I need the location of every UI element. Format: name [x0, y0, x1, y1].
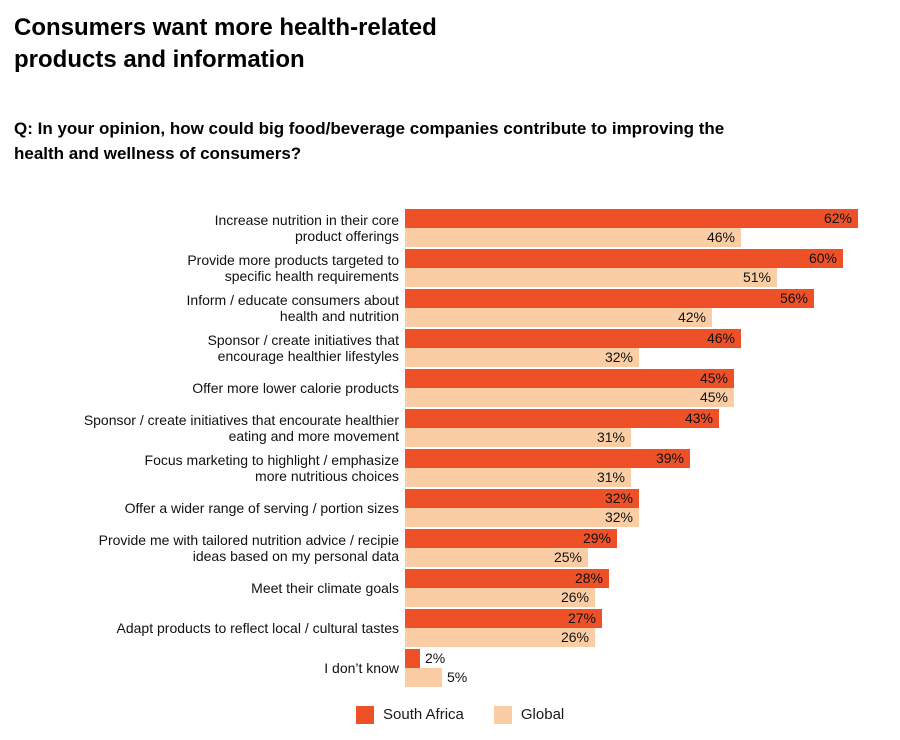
bar-pair: 29% 25% [405, 528, 617, 567]
category-label: Offer more lower calorie products [192, 379, 399, 396]
bar-global: 31% [405, 467, 631, 487]
value-label: 29% [582, 530, 611, 547]
category-label: Inform / educate consumers about health … [186, 291, 399, 324]
bar-south-africa: 60% [405, 248, 843, 268]
bar-south-africa: 39% [405, 448, 690, 468]
category-label: Sponsor / create initiatives that encour… [207, 331, 399, 364]
value-label: 32% [604, 509, 633, 526]
bar-global: 31% [405, 427, 631, 447]
chart-row: Offer more lower calorie products 45% 45% [0, 368, 900, 407]
category-label: Sponsor / create initiatives that encour… [83, 411, 399, 444]
chart-row: I don’t know 2% 5% [0, 648, 900, 687]
chart-row: Provide me with tailored nutrition advic… [0, 528, 900, 567]
bar-south-africa: 56% [405, 288, 814, 308]
value-label: 2% [425, 650, 446, 667]
legend-item-global: Global [493, 705, 565, 724]
value-label: 32% [604, 490, 633, 507]
bar-pair: 60% 51% [405, 248, 843, 287]
bar-global: 26% [405, 627, 595, 647]
legend-swatch-south-africa [356, 705, 374, 724]
legend-label: South Africa [383, 706, 464, 724]
value-label: 39% [655, 450, 684, 467]
bar-global: 32% [405, 347, 639, 367]
bar-global: 5% [405, 667, 467, 687]
bar-pair: 45% 45% [405, 368, 734, 407]
bar-south-africa: 28% [405, 568, 609, 588]
category-label: Offer a wider range of serving / portion… [124, 499, 399, 516]
bar-south-africa: 29% [405, 528, 617, 548]
category-label: Meet their climate goals [251, 579, 399, 596]
bar-pair: 43% 31% [405, 408, 719, 447]
bar-global: 46% [405, 227, 741, 247]
bar-pair: 46% 32% [405, 328, 741, 367]
value-label: 26% [560, 589, 589, 606]
chart-row: Inform / educate consumers about health … [0, 288, 900, 327]
bar-pair: 39% 31% [405, 448, 690, 487]
chart-legend: South Africa Global [356, 705, 900, 724]
bar-south-africa: 27% [405, 608, 602, 628]
value-label: 46% [706, 229, 735, 246]
value-label: 25% [553, 549, 582, 566]
value-label: 28% [574, 570, 603, 587]
bar-global: 45% [405, 387, 734, 407]
legend-label: Global [520, 706, 565, 724]
chart-row: Adapt products to reflect local / cultur… [0, 608, 900, 647]
bar-south-africa: 43% [405, 408, 719, 428]
bar-south-africa: 2% [405, 648, 445, 668]
bar-pair: 28% 26% [405, 568, 609, 607]
value-label: 27% [567, 610, 596, 627]
value-label: 32% [604, 349, 633, 366]
chart-row: Provide more products targeted to specif… [0, 248, 900, 287]
value-label: 51% [742, 269, 771, 286]
chart-row: Increase nutrition in their core product… [0, 208, 900, 247]
chart-row: Sponsor / create initiatives that encour… [0, 328, 900, 367]
bar-pair: 27% 26% [405, 608, 602, 647]
page-title: Consumers want more health-related produ… [14, 14, 437, 73]
chart-row: Offer a wider range of serving / portion… [0, 488, 900, 527]
value-label: 42% [677, 309, 706, 326]
legend-swatch-global [493, 705, 512, 724]
category-label: Focus marketing to highlight / emphasize… [144, 451, 399, 484]
bar-global: 25% [405, 547, 588, 567]
category-label: Provide me with tailored nutrition advic… [98, 531, 399, 564]
bar-south-africa: 32% [405, 488, 639, 508]
bar-global: 32% [405, 507, 639, 527]
value-label: 46% [706, 330, 735, 347]
value-label: 62% [823, 210, 852, 227]
bar-chart: Increase nutrition in their core product… [0, 208, 900, 687]
value-label: 60% [808, 250, 837, 267]
bar-south-africa: 45% [405, 368, 734, 388]
category-label: I don’t know [324, 659, 399, 676]
value-label: 45% [699, 370, 728, 387]
value-label: 26% [560, 629, 589, 646]
value-label: 56% [779, 290, 808, 307]
value-label: 31% [596, 429, 625, 446]
bar-global: 42% [405, 307, 712, 327]
category-label: Provide more products targeted to specif… [187, 251, 399, 284]
value-label: 31% [596, 469, 625, 486]
value-label: 5% [447, 669, 468, 686]
value-label: 45% [699, 389, 728, 406]
category-label: Adapt products to reflect local / cultur… [116, 619, 399, 636]
bar-south-africa: 46% [405, 328, 741, 348]
chart-row: Focus marketing to highlight / emphasize… [0, 448, 900, 487]
bar-global: 26% [405, 587, 595, 607]
chart-row: Sponsor / create initiatives that encour… [0, 408, 900, 447]
bar-global: 51% [405, 267, 777, 287]
bar-south-africa: 62% [405, 208, 858, 228]
legend-item-south-africa: South Africa [356, 705, 464, 724]
bar-pair: 56% 42% [405, 288, 814, 327]
bar-pair: 2% 5% [405, 648, 467, 687]
chart-row: Meet their climate goals 28% 26% [0, 568, 900, 607]
bar-pair: 32% 32% [405, 488, 639, 527]
value-label: 43% [684, 410, 713, 427]
bar-pair: 62% 46% [405, 208, 858, 247]
survey-question: Q: In your opinion, how could big food/b… [14, 118, 725, 164]
category-label: Increase nutrition in their core product… [214, 211, 399, 244]
